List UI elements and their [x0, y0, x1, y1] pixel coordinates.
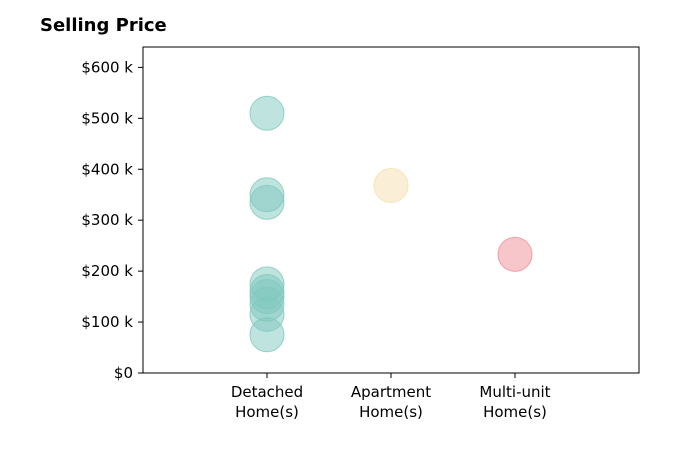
y-tick-label: $100 k: [81, 313, 133, 331]
chart-title: Selling Price: [40, 15, 167, 36]
y-tick-label: $400 k: [81, 160, 133, 178]
y-tick-label: $600 k: [81, 58, 133, 76]
x-tick-label: Detached Home(s): [231, 383, 303, 421]
plot-frame: [142, 46, 640, 374]
data-point: [373, 168, 409, 204]
data-point: [249, 184, 285, 220]
x-tick-label: Multi-unit Home(s): [479, 383, 550, 421]
y-tick-label: $500 k: [81, 109, 133, 127]
data-point: [249, 317, 285, 353]
y-tick-label: $300 k: [81, 211, 133, 229]
y-tick-label: $0: [114, 364, 133, 382]
x-tick-label: Apartment Home(s): [351, 383, 431, 421]
data-point: [249, 95, 285, 131]
y-tick-label: $200 k: [81, 262, 133, 280]
data-point: [497, 236, 533, 272]
